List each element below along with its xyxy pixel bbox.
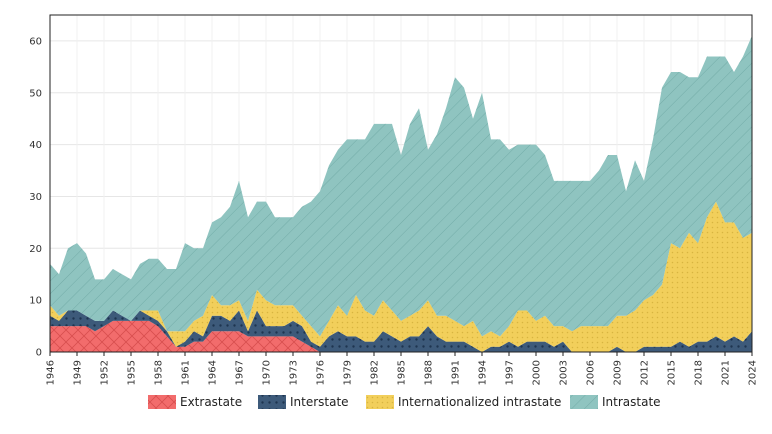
x-tick-label: 2015 xyxy=(667,360,678,385)
x-tick-label: 1976 xyxy=(316,360,327,385)
legend-label-interstate: Interstate xyxy=(290,395,349,409)
legend-swatch-pattern-internationalized-intrastate xyxy=(366,395,394,409)
x-tick-label: 2000 xyxy=(532,360,543,385)
x-tick-label: 2024 xyxy=(748,360,759,385)
x-tick-label: 1997 xyxy=(505,360,516,385)
x-tick-label: 1961 xyxy=(181,360,192,385)
x-tick-label: 1955 xyxy=(127,360,138,385)
x-tick-label: 1967 xyxy=(235,360,246,385)
y-tick-label: 30 xyxy=(29,192,42,203)
x-tick-label: 2012 xyxy=(640,360,651,385)
x-tick-label: 2009 xyxy=(613,360,624,385)
x-tick-label: 1982 xyxy=(370,360,381,385)
x-tick-label: 2021 xyxy=(721,360,732,385)
y-tick-labels: 0 10 20 30 40 50 60 xyxy=(29,36,42,358)
x-tick-labels: 1946 1949 1952 1955 1958 1961 1964 1967 1970 1973… xyxy=(46,360,759,385)
legend-swatch-pattern-intrastate xyxy=(570,395,598,409)
series-areas xyxy=(50,35,752,352)
y-tick-label: 10 xyxy=(29,296,42,307)
area-pattern-intrastate xyxy=(50,35,752,337)
x-tick-label: 1994 xyxy=(478,360,489,385)
legend-label-internationalized-intrastate: Internationalized intrastate xyxy=(398,395,561,409)
x-tick-label: 1988 xyxy=(424,360,435,385)
y-tick-label: 60 xyxy=(29,36,42,47)
x-tick-label: 1985 xyxy=(397,360,408,385)
legend-swatch-pattern-interstate xyxy=(258,395,286,409)
area-pattern-interstate xyxy=(50,310,752,352)
x-tick-label: 2018 xyxy=(694,360,705,385)
x-tick-label: 1991 xyxy=(451,360,462,385)
x-tick-label: 2006 xyxy=(586,360,597,385)
x-tick-label: 1949 xyxy=(73,360,84,385)
y-tick-label: 20 xyxy=(29,244,42,255)
x-tick-label: 1946 xyxy=(46,360,57,385)
area-pattern-extrastate xyxy=(50,320,752,352)
x-tick-label: 1973 xyxy=(289,360,300,385)
axes xyxy=(49,14,753,356)
area-pattern-internationalized-intrastate xyxy=(50,201,752,352)
y-tick-label: 0 xyxy=(36,348,42,359)
legend-label-intrastate: Intrastate xyxy=(602,395,661,409)
x-tick-label: 1970 xyxy=(262,360,273,385)
legend: Extrastate Interstate Internationalized in… xyxy=(148,395,661,409)
y-tick-label: 50 xyxy=(29,88,42,99)
legend-swatch-pattern-extrastate xyxy=(148,395,176,409)
legend-label-extrastate: Extrastate xyxy=(180,395,242,409)
x-tick-label: 1952 xyxy=(100,360,111,385)
x-tick-label: 1958 xyxy=(154,360,165,385)
x-tick-label: 2003 xyxy=(559,360,570,385)
x-tick-label: 1979 xyxy=(343,360,354,385)
y-tick-label: 40 xyxy=(29,140,42,151)
x-tick-label: 1964 xyxy=(208,360,219,385)
